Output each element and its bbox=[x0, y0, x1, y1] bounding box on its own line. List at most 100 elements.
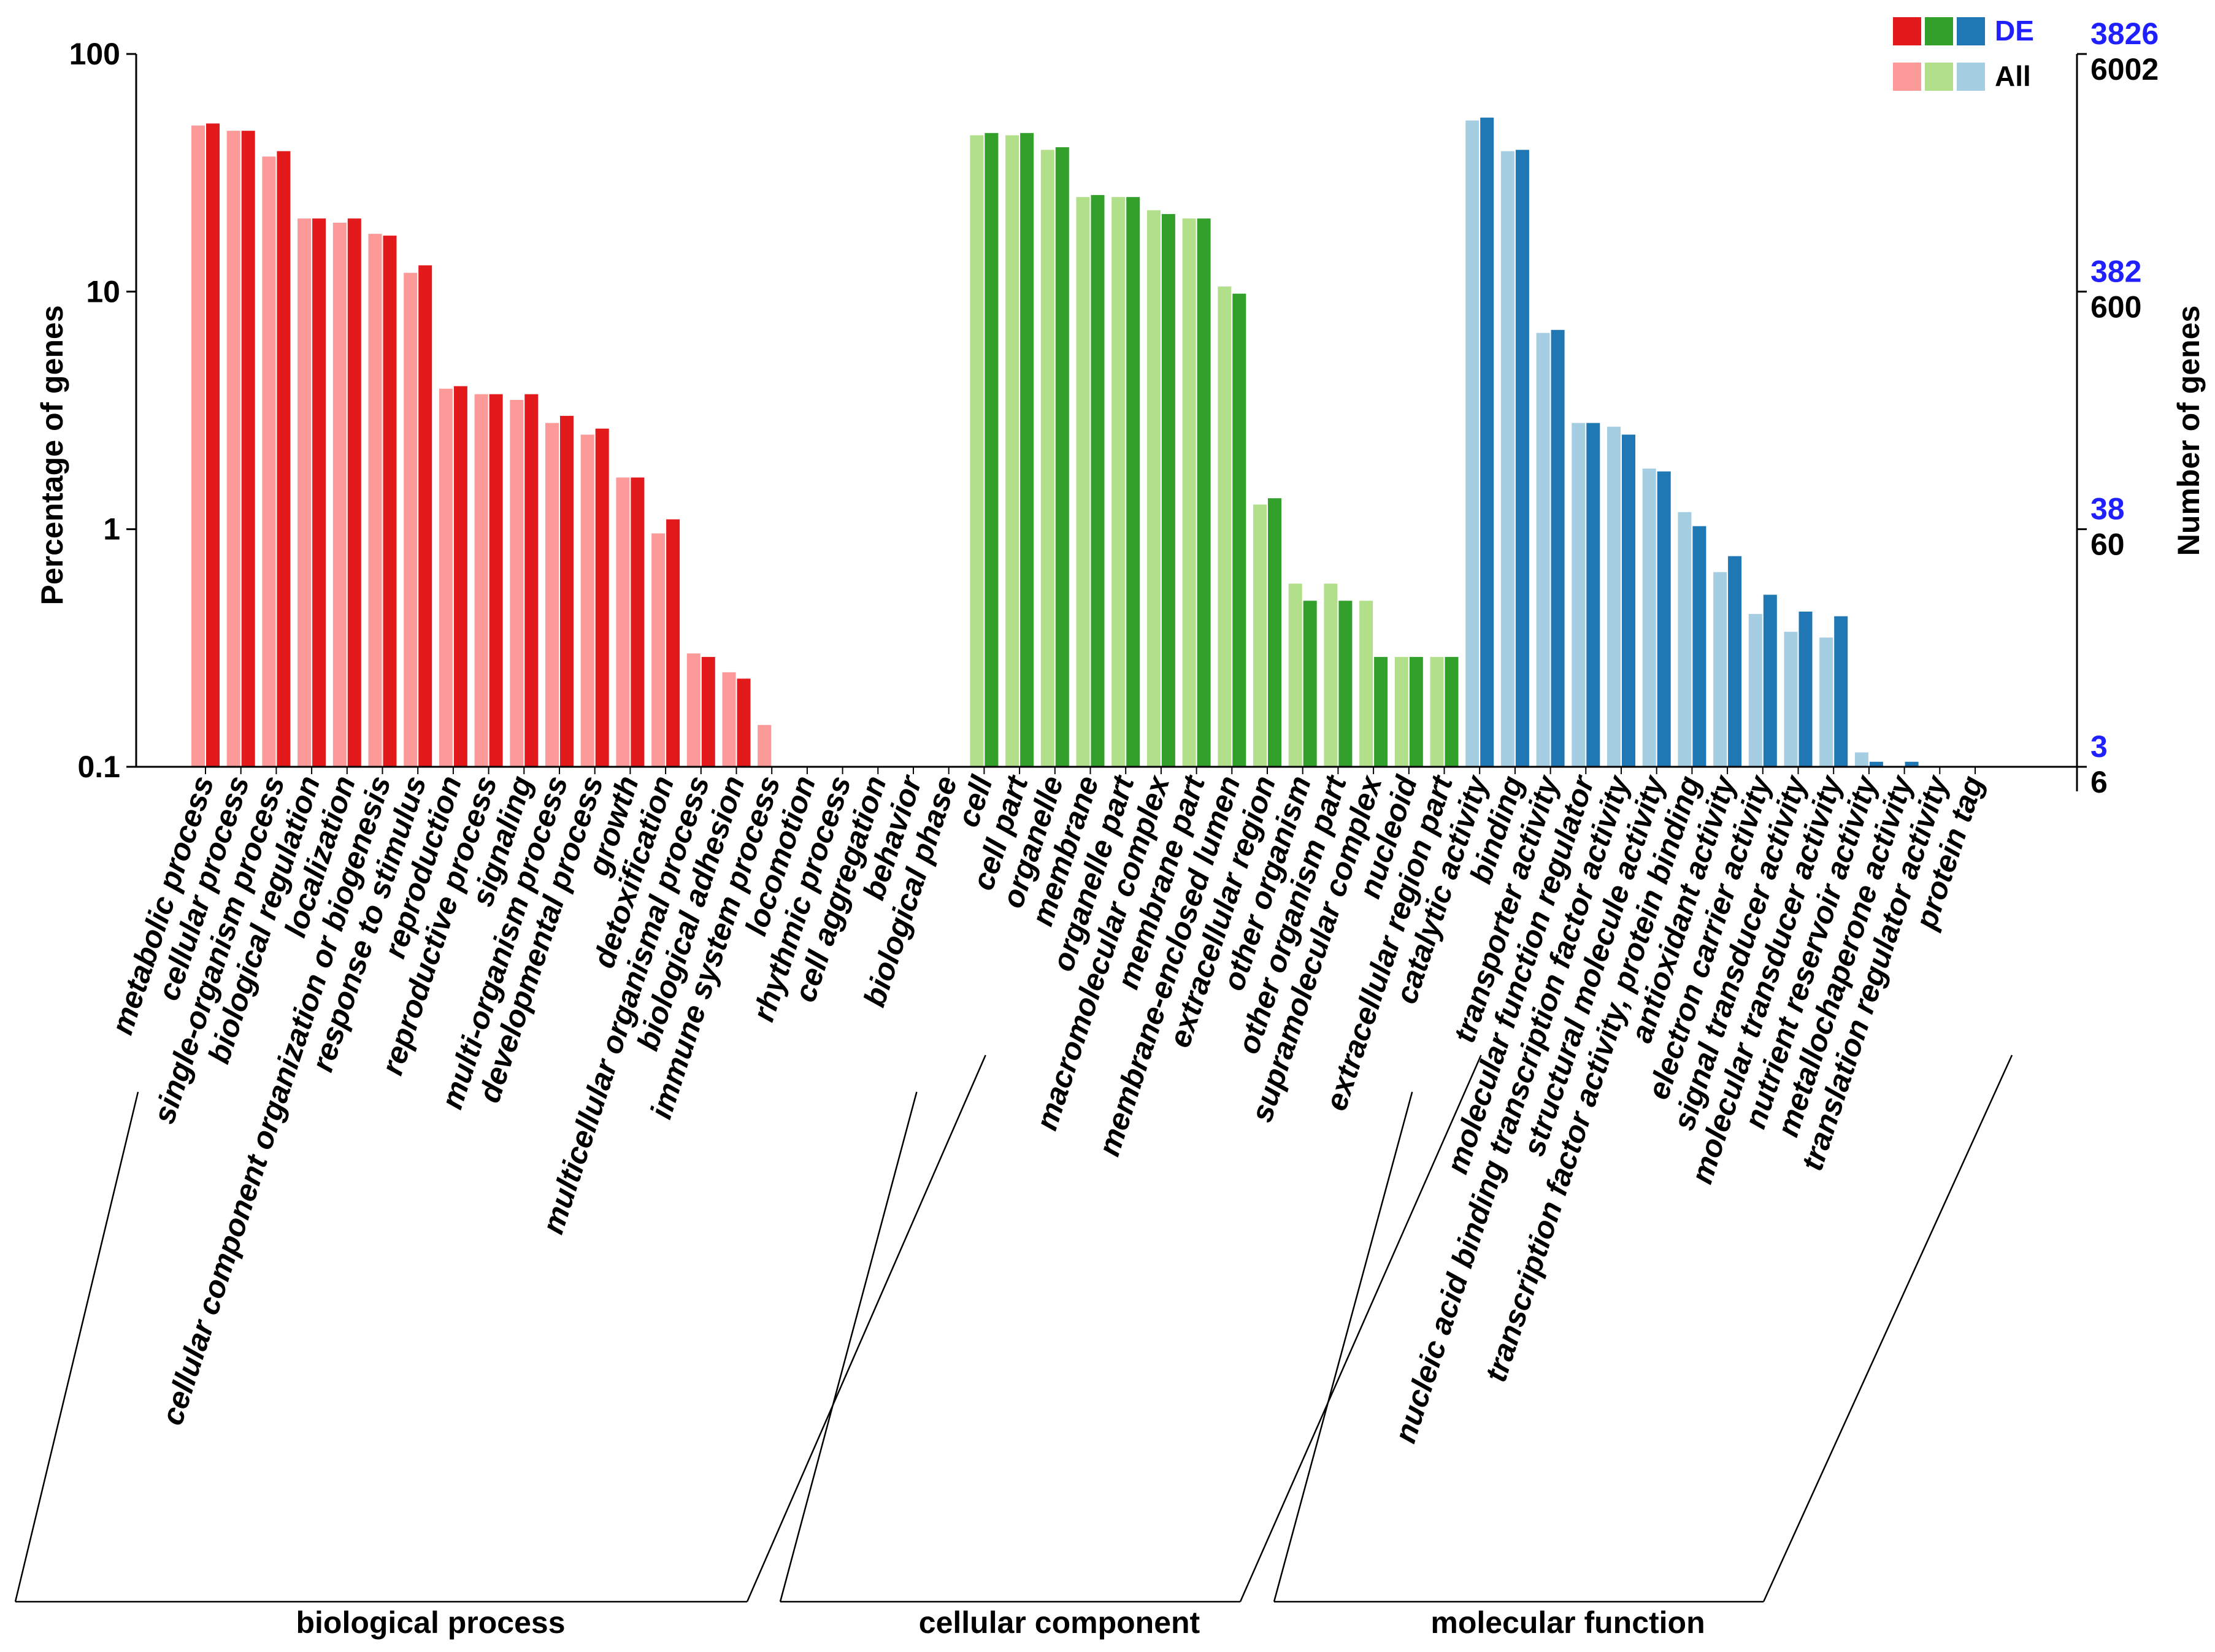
group-bracket-right bbox=[1762, 1055, 2013, 1602]
bar-all-cellular-component-11 bbox=[1359, 601, 1373, 767]
bar-all-cellular-component-1 bbox=[1005, 135, 1019, 767]
bar-all-biological-process-3 bbox=[298, 218, 312, 767]
y-right-de-tick-label: 3 bbox=[2090, 729, 2108, 764]
bar-all-cellular-component-7 bbox=[1218, 286, 1232, 767]
bar-de-cellular-component-10 bbox=[1338, 601, 1353, 767]
group-label: cellular component bbox=[919, 1605, 1200, 1640]
bar-de-biological-process-8 bbox=[489, 394, 503, 767]
bar-all-biological-process-0 bbox=[191, 125, 205, 767]
bar-de-cellular-component-6 bbox=[1197, 218, 1211, 767]
y-left-tick-label: 1 bbox=[103, 512, 120, 547]
bar-all-molecular-function-6 bbox=[1678, 512, 1692, 767]
legend-de-swatch-green bbox=[1925, 17, 1953, 45]
bar-de-cellular-component-5 bbox=[1161, 213, 1175, 767]
bar-all-biological-process-13 bbox=[651, 533, 666, 767]
bar-de-biological-process-1 bbox=[241, 131, 255, 767]
bar-de-biological-process-12 bbox=[631, 477, 645, 767]
legend: DE All bbox=[1893, 15, 2034, 92]
bar-all-molecular-function-7 bbox=[1713, 572, 1727, 767]
y-left-tick-label: 10 bbox=[86, 274, 120, 309]
bar-de-biological-process-4 bbox=[347, 218, 361, 767]
group-bracket-right bbox=[1239, 1055, 1482, 1602]
group-bracket-left bbox=[14, 1091, 139, 1602]
bar-de-molecular-function-10 bbox=[1834, 616, 1848, 767]
legend-all-label: All bbox=[1995, 60, 2031, 92]
bar-all-cellular-component-4 bbox=[1111, 197, 1126, 767]
bar-all-cellular-component-6 bbox=[1182, 218, 1196, 767]
bar-de-cellular-component-1 bbox=[1020, 133, 1034, 767]
y-right-all-tick-label: 6002 bbox=[2090, 52, 2159, 86]
y-right-axis-title: Number of genes bbox=[2171, 305, 2206, 556]
y-right-all-tick-label: 6 bbox=[2090, 765, 2108, 799]
bar-all-cellular-component-8 bbox=[1253, 504, 1267, 767]
bar-de-molecular-function-12 bbox=[1905, 761, 1919, 767]
bar-all-biological-process-14 bbox=[686, 653, 701, 767]
bar-all-cellular-component-2 bbox=[1040, 150, 1054, 767]
bar-de-biological-process-9 bbox=[524, 394, 539, 767]
bar-de-molecular-function-7 bbox=[1728, 556, 1742, 767]
bar-de-cellular-component-3 bbox=[1091, 194, 1105, 767]
bar-all-biological-process-12 bbox=[616, 477, 630, 767]
bar-de-molecular-function-1 bbox=[1515, 150, 1529, 767]
bar-all-molecular-function-11 bbox=[1854, 752, 1868, 767]
legend-de-label: DE bbox=[1995, 15, 2034, 47]
bar-de-cellular-component-2 bbox=[1055, 147, 1069, 767]
bar-de-biological-process-2 bbox=[277, 151, 291, 767]
bar-all-biological-process-6 bbox=[404, 272, 418, 767]
bar-all-biological-process-5 bbox=[368, 234, 382, 767]
bar-all-molecular-function-10 bbox=[1819, 637, 1833, 767]
bar-de-molecular-function-5 bbox=[1657, 471, 1671, 767]
legend-de-swatch-red bbox=[1893, 17, 1921, 45]
y-right-de-tick-label: 38 bbox=[2090, 492, 2125, 526]
y-left-tick-label: 0.1 bbox=[77, 750, 120, 784]
bar-all-molecular-function-8 bbox=[1748, 613, 1762, 767]
bar-all-biological-process-15 bbox=[722, 672, 736, 767]
bar-all-biological-process-9 bbox=[510, 399, 524, 767]
bar-all-cellular-component-0 bbox=[970, 135, 984, 767]
y-left-tick-label: 100 bbox=[69, 37, 120, 71]
bar-de-cellular-component-13 bbox=[1445, 656, 1459, 767]
bar-de-biological-process-7 bbox=[453, 386, 467, 767]
bar-all-biological-process-2 bbox=[262, 156, 276, 767]
group-label: molecular function bbox=[1430, 1605, 1705, 1640]
bar-de-biological-process-11 bbox=[595, 428, 609, 767]
y-right-de-tick-label: 3826 bbox=[2090, 17, 2159, 51]
bar-all-molecular-function-2 bbox=[1536, 332, 1550, 767]
bar-de-cellular-component-11 bbox=[1374, 656, 1388, 767]
bar-all-cellular-component-5 bbox=[1146, 210, 1161, 767]
bar-all-biological-process-1 bbox=[226, 131, 240, 767]
bar-de-molecular-function-2 bbox=[1551, 329, 1565, 767]
group-bracket-left bbox=[779, 1091, 918, 1602]
bar-all-molecular-function-0 bbox=[1465, 120, 1480, 767]
group-label: biological process bbox=[296, 1605, 565, 1640]
bar-all-biological-process-16 bbox=[758, 724, 772, 767]
bar-all-cellular-component-10 bbox=[1324, 583, 1338, 767]
bar-all-cellular-component-12 bbox=[1394, 656, 1408, 767]
bar-all-biological-process-4 bbox=[332, 223, 347, 767]
bar-all-molecular-function-5 bbox=[1642, 468, 1656, 767]
bar-all-biological-process-8 bbox=[474, 394, 488, 767]
legend-all-swatch-red bbox=[1893, 63, 1921, 91]
bar-all-molecular-function-3 bbox=[1572, 423, 1586, 767]
bar-all-molecular-function-9 bbox=[1784, 631, 1798, 767]
group-bracket-right bbox=[746, 1055, 986, 1602]
bar-de-molecular-function-4 bbox=[1622, 434, 1635, 767]
bar-de-molecular-function-0 bbox=[1480, 117, 1494, 767]
bar-de-cellular-component-4 bbox=[1126, 197, 1140, 767]
bar-de-molecular-function-6 bbox=[1692, 526, 1706, 767]
group-labels: biological process cellular component mole… bbox=[296, 1605, 1705, 1640]
legend-all-swatch-blue bbox=[1957, 63, 1985, 91]
bar-de-molecular-function-11 bbox=[1869, 761, 1883, 767]
bar-de-cellular-component-9 bbox=[1303, 601, 1317, 767]
bar-de-cellular-component-12 bbox=[1409, 656, 1423, 767]
legend-all-swatch-green bbox=[1925, 63, 1953, 91]
y-right-all-tick-label: 600 bbox=[2090, 290, 2141, 324]
bar-all-molecular-function-4 bbox=[1607, 426, 1621, 767]
group-bracket-left bbox=[1273, 1091, 1413, 1602]
bar-all-cellular-component-13 bbox=[1430, 656, 1444, 767]
bar-all-cellular-component-9 bbox=[1288, 583, 1302, 767]
bar-all-biological-process-11 bbox=[580, 434, 594, 767]
